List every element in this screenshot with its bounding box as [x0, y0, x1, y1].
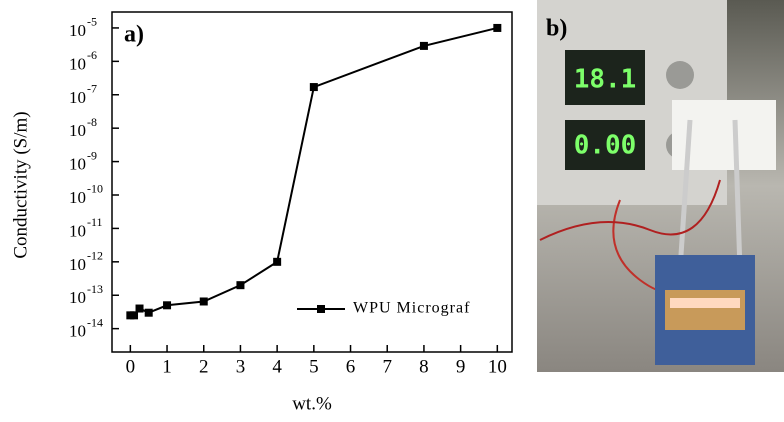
x-tick-label: 6: [346, 356, 356, 377]
y-tick-exponent: -12: [87, 249, 103, 263]
y-tick-label: 10: [69, 188, 86, 207]
y-tick-base: 10: [69, 54, 86, 73]
y-tick-label: 10: [69, 322, 86, 341]
y-tick-label: 10: [69, 221, 86, 240]
y-tick-label: 10: [69, 21, 86, 40]
series-line: [130, 26, 498, 317]
point: [199, 297, 208, 306]
point: [163, 301, 172, 310]
y-tick-label: 10: [69, 121, 86, 140]
point: [493, 23, 502, 32]
x-tick-label: 4: [272, 356, 282, 377]
y-tick-label: 10: [69, 255, 86, 274]
x-tick-label: 3: [236, 356, 246, 377]
y-tick-base: 10: [69, 21, 86, 40]
y-tick-label: 10: [69, 154, 86, 173]
point: [144, 308, 153, 317]
y-axis-label: Conductivity (S/m): [10, 111, 31, 258]
legend-marker: [317, 305, 325, 313]
y-tick-exponent: -5: [87, 15, 97, 29]
y-tick-base: 10: [69, 188, 86, 207]
x-tick-label: 7: [382, 356, 392, 377]
panel-label: a): [124, 22, 144, 48]
y-tick-exponent: -14: [87, 315, 103, 329]
x-tick-label: 2: [199, 356, 209, 377]
photo-panel: b) 18.1 0.00: [537, 0, 784, 372]
x-tick-label: 9: [456, 356, 466, 377]
leds: [670, 298, 740, 308]
point: [130, 311, 139, 320]
y-tick-base: 10: [69, 154, 86, 173]
y-tick-label: 10: [69, 54, 86, 73]
y-tick-base: 10: [69, 322, 86, 341]
point: [135, 304, 144, 313]
display-frame: [565, 120, 645, 170]
rod: [677, 119, 693, 271]
y-tick-exponent: -7: [87, 82, 97, 96]
x-tick-label: 0: [126, 356, 136, 377]
point: [236, 281, 245, 290]
x-tick-label: 1: [162, 356, 172, 377]
legend-label: WPU Micrograf: [353, 300, 470, 317]
y-tick-label: 10: [69, 288, 86, 307]
x-tick-label: 5: [309, 356, 319, 377]
y-tick-exponent: -10: [87, 182, 103, 196]
y-tick-exponent: -9: [87, 148, 97, 162]
x-axis-label: wt.%: [292, 393, 332, 414]
display-frame: [565, 50, 645, 105]
x-tick-label: 10: [488, 356, 507, 377]
y-tick-base: 10: [69, 221, 86, 240]
y-tick-base: 10: [69, 288, 86, 307]
y-tick-label: 10: [69, 88, 86, 107]
led-board: [665, 290, 745, 330]
point: [309, 83, 318, 92]
display-reading: 18.1: [574, 65, 637, 95]
panel-label: b): [546, 16, 567, 42]
wire: [539, 179, 721, 241]
y-tick-exponent: -11: [87, 215, 103, 229]
plot-frame: [111, 11, 513, 353]
y-tick-base: 10: [69, 88, 86, 107]
x-tick-label: 8: [419, 356, 429, 377]
y-tick-exponent: -6: [87, 48, 97, 62]
point: [419, 41, 428, 50]
y-tick-exponent: -13: [87, 282, 103, 296]
knob: [666, 61, 694, 89]
y-tick-exponent: -8: [87, 115, 97, 129]
display-reading: 0.00: [574, 131, 637, 161]
y-tick-base: 10: [69, 121, 86, 140]
y-tick-base: 10: [69, 255, 86, 274]
point: [273, 257, 282, 266]
rod: [732, 119, 743, 271]
